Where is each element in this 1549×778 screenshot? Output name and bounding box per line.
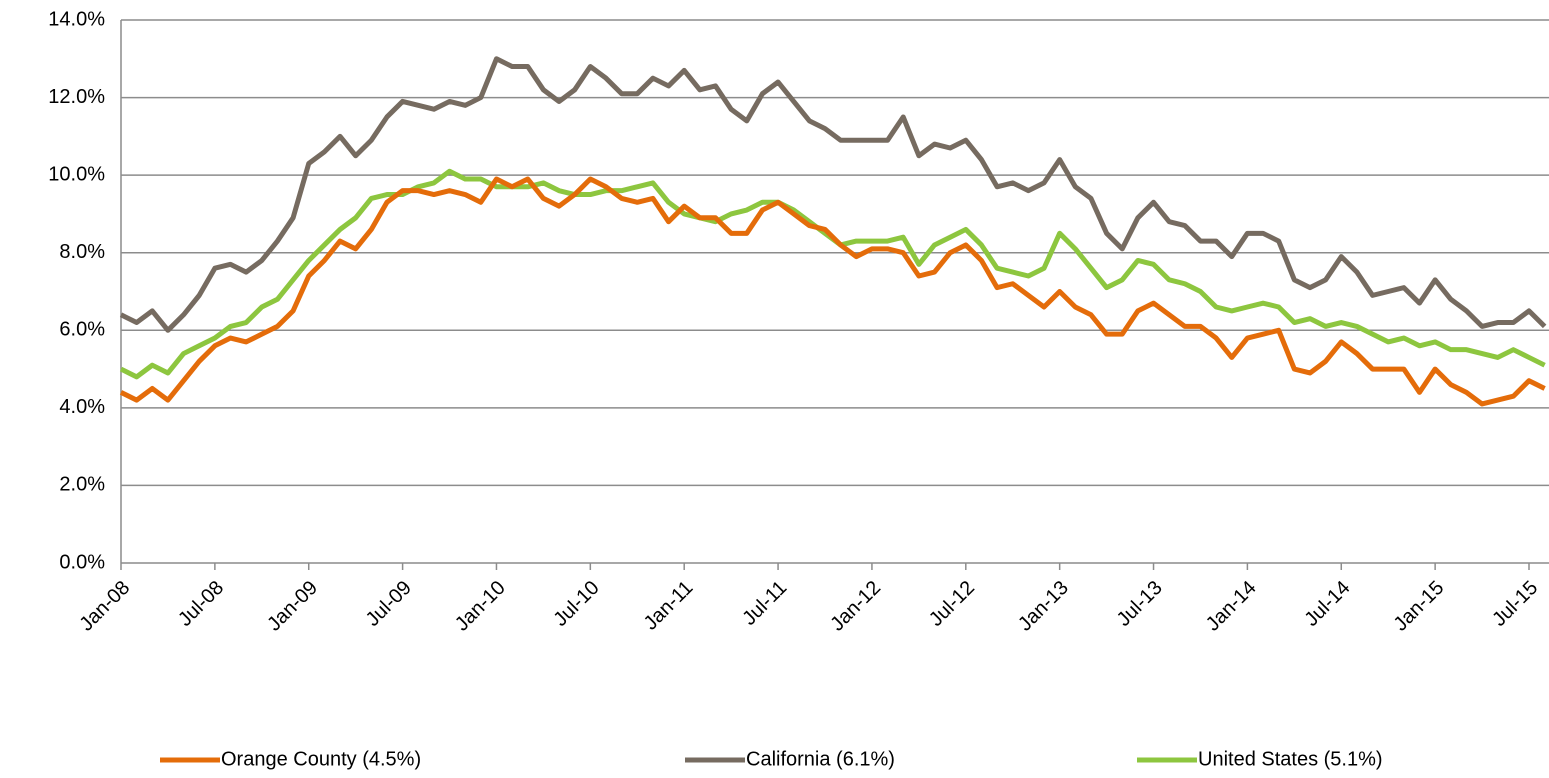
legend-label: Orange County (4.5%) (221, 748, 421, 770)
x-tick-label: Jul-08 (174, 577, 228, 631)
x-tick-label: Jul-09 (362, 577, 416, 631)
x-tick-label: Jul-13 (1113, 577, 1167, 631)
legend-label: California (6.1%) (746, 748, 895, 770)
y-tick-label: 10.0% (48, 163, 105, 185)
y-tick-label: 8.0% (59, 241, 105, 263)
line-series (119, 56, 1547, 333)
x-tick-label: Jan-13 (1014, 577, 1073, 636)
y-tick-label: 2.0% (59, 474, 105, 496)
y-tick-label: 4.0% (59, 396, 105, 418)
x-tick-label: Jul-14 (1300, 577, 1354, 631)
y-tick-label: 0.0% (59, 551, 105, 573)
x-tick-label: Jan-08 (75, 577, 134, 636)
x-tick-label: Jan-10 (451, 577, 510, 636)
x-tick-label: Jul-11 (738, 577, 791, 630)
line-series (119, 176, 1546, 407)
x-tick-label: Jul-15 (1488, 577, 1542, 631)
y-tick-label: 14.0% (48, 8, 105, 30)
x-tick-label: Jul-10 (550, 577, 604, 631)
x-tick-label: Jan-14 (1202, 577, 1261, 636)
legend-label: United States (5.1%) (1198, 748, 1383, 770)
x-tick-label: Jan-15 (1390, 577, 1449, 636)
y-tick-label: 12.0% (48, 86, 105, 108)
x-tick-label: Jan-09 (263, 577, 322, 636)
x-tick-label: Jul-12 (925, 577, 979, 631)
y-tick-label: 6.0% (59, 319, 105, 341)
x-tick-label: Jan-11 (640, 577, 698, 635)
x-tick-label: Jan-12 (826, 577, 885, 636)
